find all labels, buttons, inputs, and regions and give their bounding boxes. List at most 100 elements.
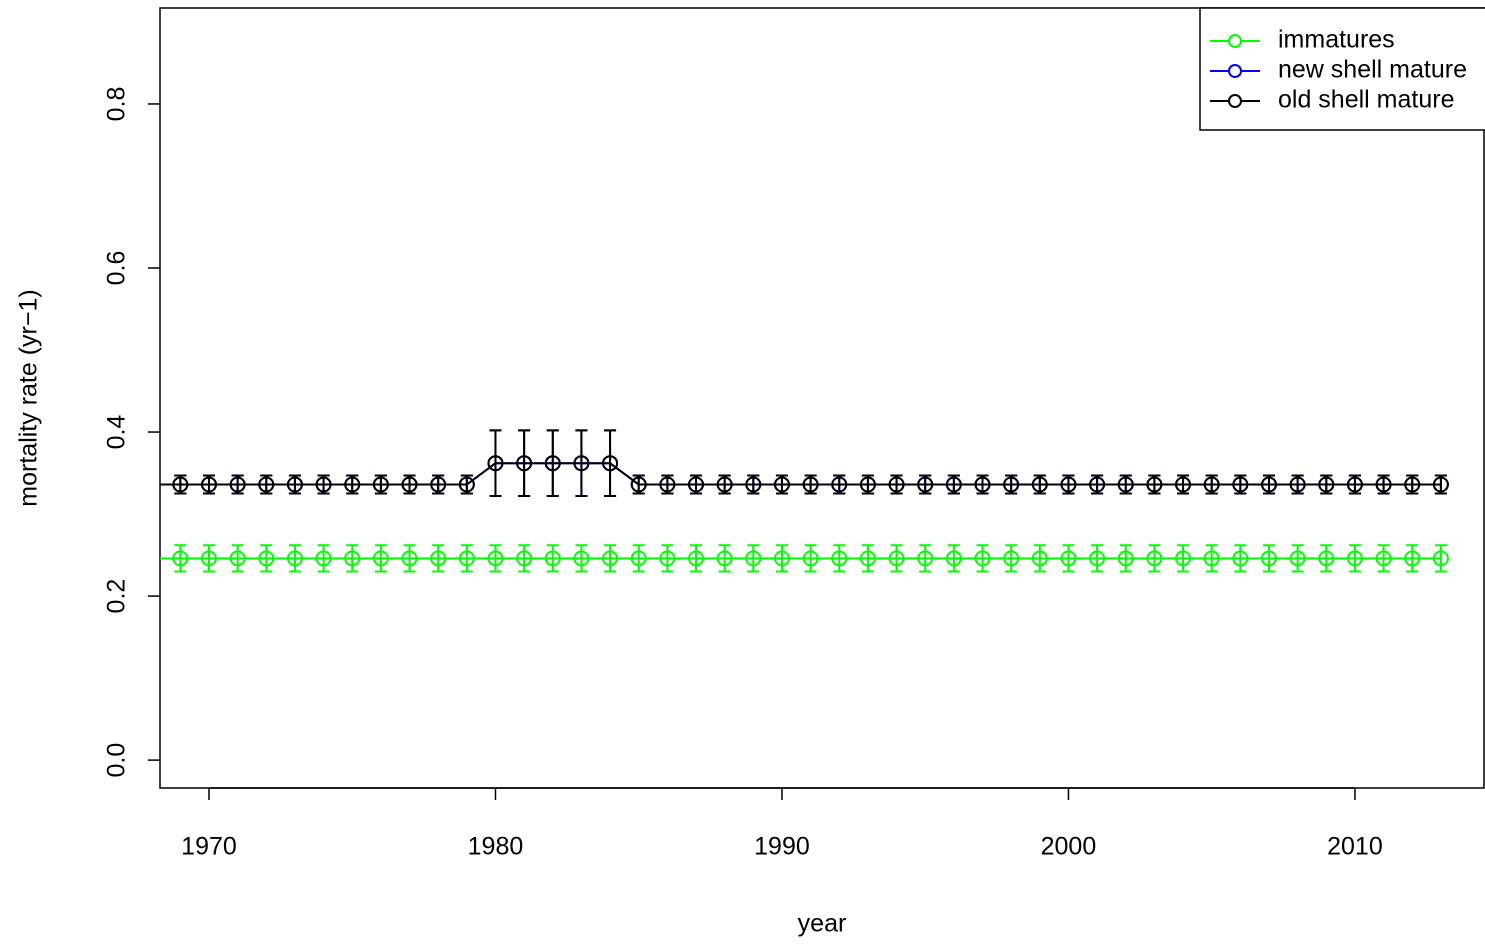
error-bar [632,544,645,573]
legend-label: old shell mature [1278,86,1454,114]
point [172,550,189,567]
point [773,550,790,567]
legend-label: new shell mature [1278,56,1467,84]
point [258,550,275,567]
point [716,476,733,493]
point [1375,550,1392,567]
point [1318,550,1335,567]
point [1232,476,1249,493]
error-bar [718,544,731,573]
x-tick-label: 2000 [1041,833,1097,861]
error-bar [1005,544,1018,573]
point [458,476,475,493]
point [1003,550,1020,567]
error-bar [890,544,903,573]
point [172,476,189,493]
error-bar [604,544,617,573]
point [602,455,619,472]
point [573,455,590,472]
point [200,476,217,493]
error-bar [546,429,559,498]
error-bar [575,544,588,573]
error-bar [518,544,531,573]
error-bar [1348,544,1361,573]
error-bar [1262,544,1275,573]
point [1404,550,1421,567]
point [1432,550,1449,567]
error-bar [146,476,158,494]
point [286,550,303,567]
error-bar [1434,544,1447,573]
point [716,550,733,567]
point [859,476,876,493]
y-tick-label: 0.8 [103,87,131,122]
point [1289,476,1306,493]
error-bar [374,544,387,573]
point [344,550,361,567]
point [1117,476,1134,493]
error-bar [1320,544,1333,573]
point [1375,476,1392,493]
legend-box [1199,7,1485,131]
x-tick-label: 1990 [754,833,810,861]
error-bar [1091,544,1104,573]
error-bar [403,544,416,573]
error-bar [1377,544,1390,573]
point [1146,476,1163,493]
point [773,476,790,493]
point [315,550,332,567]
error-bar [432,544,445,573]
point [430,550,447,567]
error-bar [947,544,960,573]
legend-marker [1228,34,1242,48]
point [544,455,561,472]
point [544,550,561,567]
point [344,476,361,493]
point [286,476,303,493]
point [802,550,819,567]
point [1117,550,1134,567]
point [945,476,962,493]
point [1203,476,1220,493]
error-bar [1234,544,1247,573]
x-tick-label: 1970 [181,833,237,861]
legend-marker [1228,64,1242,78]
point [1146,550,1163,567]
point [688,476,705,493]
point [145,478,159,492]
error-bar [1062,544,1075,573]
point [831,476,848,493]
point [1060,550,1077,567]
point [430,476,447,493]
point [1031,550,1048,567]
y-tick-label: 0.0 [103,743,131,778]
error-bar [1291,544,1304,573]
point [1432,476,1449,493]
point [859,550,876,567]
point [145,478,159,492]
y-axis-label: mortality rate (yr−1) [15,289,43,506]
point [573,550,590,567]
error-bar [1119,544,1132,573]
error-bar [775,544,788,573]
point [1089,550,1106,567]
error-bar [546,544,559,573]
error-bar [460,544,473,573]
point [401,476,418,493]
legend-marker [1228,94,1242,108]
point [1318,476,1335,493]
point [1404,476,1421,493]
legend-label: immatures [1278,26,1395,54]
point [487,455,504,472]
x-tick-label: 2010 [1327,833,1383,861]
point [258,476,275,493]
point [917,550,934,567]
error-bar [575,429,588,498]
error-bar [202,544,215,573]
point [1175,476,1192,493]
point [917,476,934,493]
error-bar [1406,544,1419,573]
point [516,550,533,567]
point [888,476,905,493]
error-bar [604,429,617,498]
